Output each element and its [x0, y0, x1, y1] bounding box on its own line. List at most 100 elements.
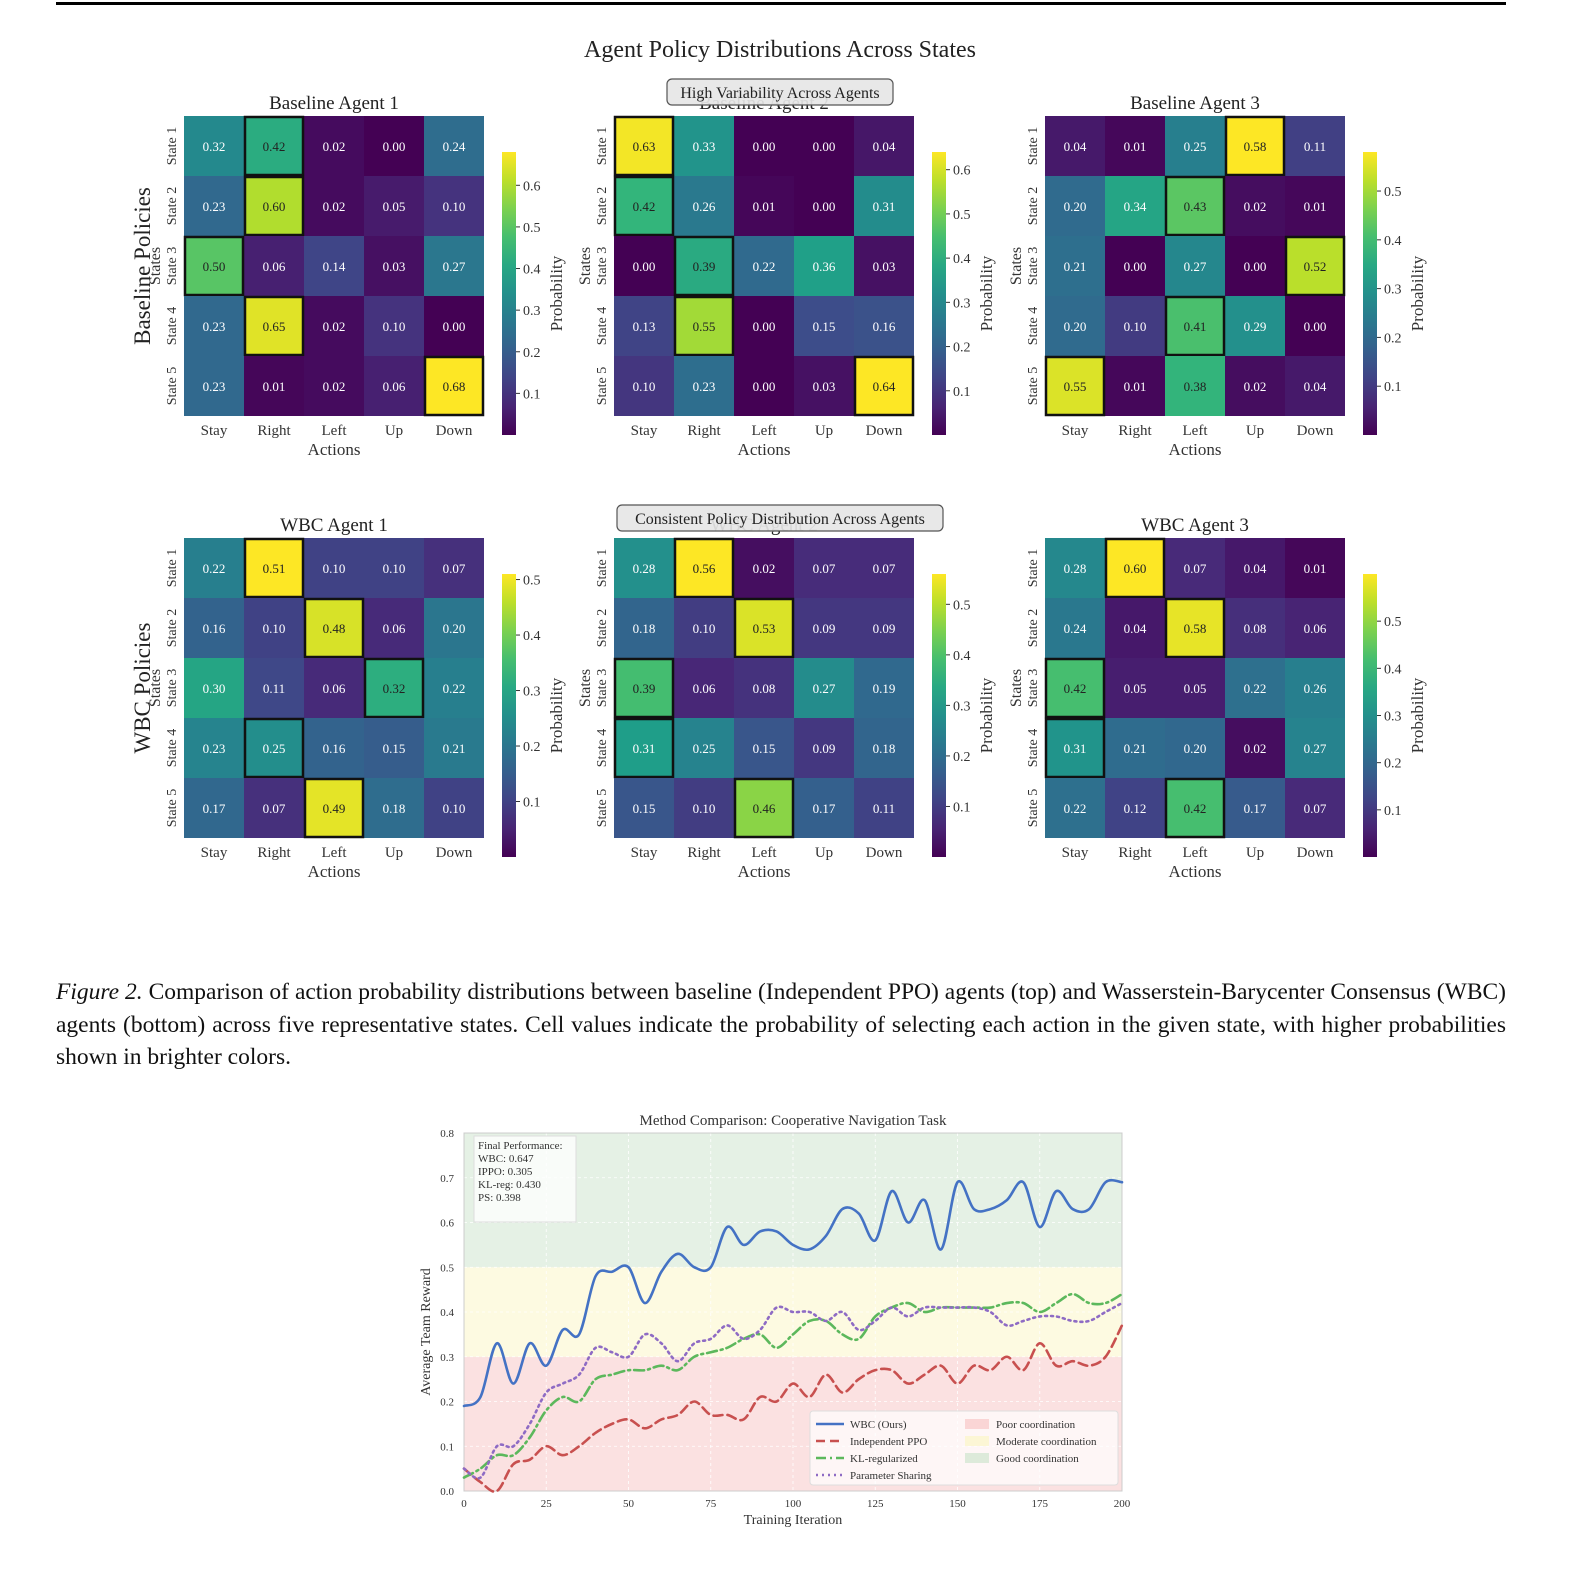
- cell-value: 0.08: [753, 681, 776, 696]
- y-tick-label: State 4: [1026, 729, 1041, 768]
- cell-value: 0.12: [1124, 801, 1147, 816]
- caption-text: Comparison of action probability distrib…: [56, 979, 1506, 1070]
- x-tick-label: Left: [322, 423, 348, 439]
- cell-value: 0.00: [383, 139, 406, 154]
- cell-value: 0.04: [1124, 621, 1147, 636]
- colorbar-label: Probability: [547, 677, 566, 753]
- legend-swatch-band: [965, 1453, 989, 1463]
- heatmap-cell: [1165, 176, 1225, 236]
- y-tick-label: State 5: [1026, 789, 1041, 828]
- colorbar-tick-label: 0.3: [953, 296, 971, 311]
- max-cell-highlight: [733, 777, 795, 839]
- heatmap-cell: [1165, 236, 1225, 296]
- y-tick-label: State 1: [1026, 549, 1041, 588]
- heatmap-cell: [674, 598, 734, 658]
- cell-value: 0.11: [1304, 139, 1326, 154]
- heatmap-cell: [1165, 116, 1225, 176]
- max-cell-highlight: [673, 537, 735, 599]
- cell-value: 0.06: [263, 259, 286, 274]
- max-cell-highlight: [1284, 235, 1346, 297]
- colorbar-label: Probability: [977, 677, 996, 753]
- cell-value: 0.28: [1064, 561, 1087, 576]
- heatmap-cell: [304, 778, 364, 838]
- x-tick-label: Stay: [631, 423, 658, 439]
- heatmap-cell: [184, 658, 244, 718]
- cell-value: 0.02: [1244, 379, 1267, 394]
- cell-value: 0.46: [753, 801, 776, 816]
- colorbar: [932, 152, 946, 435]
- cell-value: 0.15: [813, 319, 836, 334]
- heatmap-cell: [794, 116, 854, 176]
- cell-value: 0.03: [813, 379, 836, 394]
- colorbar: [1363, 574, 1377, 857]
- cell-value: 0.42: [263, 139, 286, 154]
- y-tick-label: State 4: [595, 307, 610, 346]
- cell-value: 0.07: [1304, 801, 1327, 816]
- cell-value: 0.34: [1124, 199, 1147, 214]
- heatmap-cell: [1105, 236, 1165, 296]
- cell-value: 0.03: [873, 259, 896, 274]
- heatmap-cell: [304, 718, 364, 778]
- cell-value: 0.17: [813, 801, 836, 816]
- x-tick-label: 175: [1032, 1498, 1049, 1510]
- max-cell-highlight: [243, 295, 305, 357]
- max-cell-highlight: [1164, 777, 1226, 839]
- heatmap-cell: [304, 538, 364, 598]
- colorbar-tick-label: 0.3: [953, 699, 971, 714]
- heatmap-cell: [424, 538, 484, 598]
- x-tick-label: Left: [322, 845, 348, 861]
- y-tick-label: State 1: [165, 549, 180, 588]
- y-tick-label: State 2: [1026, 187, 1041, 226]
- y-tick-label: State 3: [165, 247, 180, 286]
- heatmap-cell: [1285, 356, 1345, 416]
- cell-value: 0.53: [753, 621, 776, 636]
- cell-value: 0.31: [633, 741, 656, 756]
- heatmap-cell: [1105, 778, 1165, 838]
- x-tick-label: Down: [866, 845, 903, 861]
- legend-label: KL-regularized: [850, 1453, 918, 1465]
- heatmap-cell: [1105, 176, 1165, 236]
- max-cell-highlight: [243, 537, 305, 599]
- x-tick-label: Left: [1183, 845, 1209, 861]
- y-tick-label: 0.0: [440, 1486, 454, 1498]
- heatmap-cell: [184, 778, 244, 838]
- cell-value: 0.28: [633, 561, 656, 576]
- heatmap-cell: [1165, 598, 1225, 658]
- cell-value: 0.24: [1064, 621, 1087, 636]
- y-tick-label: State 1: [595, 127, 610, 166]
- cell-value: 0.10: [693, 621, 716, 636]
- colorbar-tick-label: 0.2: [523, 346, 541, 361]
- info-box-line: PS: 0.398: [478, 1192, 521, 1204]
- heatmap-cell: [674, 296, 734, 356]
- heatmap-cell: [674, 176, 734, 236]
- y-tick-label: State 2: [1026, 609, 1041, 648]
- heatmap-cell: [1045, 658, 1105, 718]
- heatmap-cell: [184, 116, 244, 176]
- cell-value: 0.02: [1244, 741, 1267, 756]
- y-tick-label: State 2: [595, 609, 610, 648]
- cell-value: 0.03: [383, 259, 406, 274]
- heatmap-cell: [614, 658, 674, 718]
- cell-value: 0.10: [383, 561, 406, 576]
- line-chart-title: Method Comparison: Cooperative Navigatio…: [640, 1113, 947, 1129]
- heatmap-cell: [184, 718, 244, 778]
- heatmap-cell: [1285, 658, 1345, 718]
- cell-value: 0.05: [1124, 681, 1147, 696]
- y-axis-label: States: [147, 669, 164, 707]
- cell-value: 0.60: [263, 199, 286, 214]
- heatmap-cell: [614, 236, 674, 296]
- cell-value: 0.00: [753, 319, 776, 334]
- heatmap-cell: [184, 236, 244, 296]
- cell-value: 0.10: [693, 801, 716, 816]
- heatmap-cell: [184, 176, 244, 236]
- colorbar-tick-label: 0.1: [1384, 804, 1402, 819]
- cell-value: 0.22: [443, 681, 466, 696]
- cell-value: 0.07: [813, 561, 836, 576]
- colorbar: [932, 574, 946, 857]
- heatmap-panel-4: WBC Agent 1 0.22 0.51 0.10 0.10 0.07 0.16 0.10 0…: [147, 515, 566, 881]
- heatmap-panel-6: WBC Agent 3 0.28 0.60 0.07 0.04 0.01 0.24 0.04 0…: [1008, 515, 1427, 881]
- x-tick-label: Right: [257, 845, 291, 861]
- y-tick-label: 0.6: [440, 1218, 454, 1230]
- cell-value: 0.65: [263, 319, 286, 334]
